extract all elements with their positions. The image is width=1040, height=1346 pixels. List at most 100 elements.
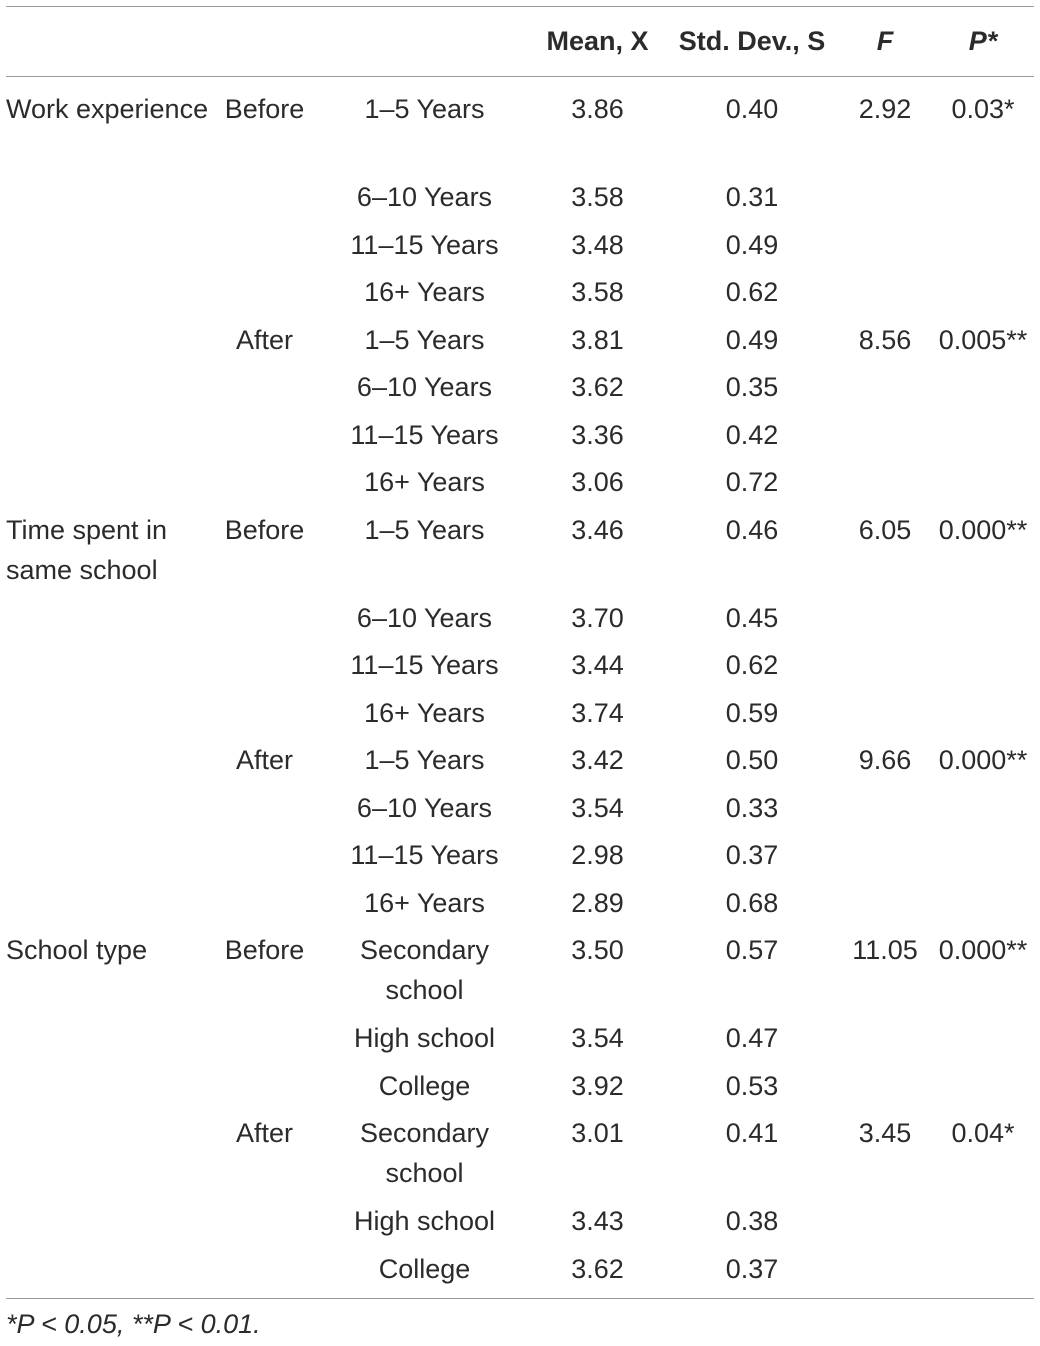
row-group-label [6, 272, 209, 320]
row-p-value: 0.03* [951, 94, 1015, 124]
row-f-value [838, 883, 932, 931]
table-header: Mean, X Std. Dev., S F P* [6, 7, 1034, 75]
row-std-dev: 0.68 [725, 887, 779, 918]
anova-table: Mean, X Std. Dev., S F P* Work experienc… [6, 7, 1034, 1296]
row-mean: 3.44 [571, 650, 624, 680]
row-f-value [838, 1201, 932, 1249]
table-row: 16+ Years 3.74 0.59 [6, 693, 1034, 741]
row-phase-label: After [235, 1118, 294, 1148]
table-row: Work experience Before 1–5 Years 3.86 0.40 2.… [6, 75, 1034, 177]
row-std-dev: 0.40 [725, 94, 779, 124]
row-group-label [6, 788, 209, 836]
row-mean: 3.48 [571, 229, 624, 260]
header-p: P* [968, 25, 998, 56]
row-std-dev: 0.59 [725, 697, 779, 728]
table-row: 6–10 Years 3.58 0.31 [6, 177, 1034, 225]
table-row: College 3.92 0.53 [6, 1066, 1034, 1114]
row-category: Secondary school [359, 935, 490, 1005]
row-std-dev: 0.37 [725, 840, 779, 870]
header-group [6, 7, 209, 75]
row-category: 16+ Years [364, 697, 485, 728]
row-group-label [6, 598, 209, 646]
row-mean: 3.43 [571, 1206, 624, 1236]
row-p-value: 0.000** [938, 935, 1028, 965]
table-row: After Secondary school 3.01 0.41 3.45 0.04* [6, 1113, 1034, 1201]
table-row: High school 3.54 0.47 [6, 1018, 1034, 1066]
table-row: After 1–5 Years 3.81 0.49 8.56 0.005** [6, 320, 1034, 368]
row-f-value: 9.66 [858, 745, 912, 775]
row-group-label [6, 367, 209, 415]
table-footnote: *P < 0.05, **P < 0.01. [6, 1309, 261, 1339]
table-row: 11–15 Years 3.44 0.62 [6, 645, 1034, 693]
row-std-dev: 0.38 [725, 1206, 779, 1236]
table-row: School type Before Secondary school 3.50 0.5… [6, 930, 1034, 1018]
row-phase-label [209, 788, 320, 836]
row-category: 6–10 Years [356, 182, 493, 212]
row-f-value: 3.45 [858, 1118, 912, 1148]
row-mean: 3.46 [571, 514, 624, 545]
row-phase-label [209, 693, 320, 741]
row-std-dev: 0.31 [725, 182, 779, 212]
row-category: 6–10 Years [356, 372, 493, 402]
row-category: 11–15 Years [350, 650, 499, 680]
row-f-value: 8.56 [858, 324, 912, 355]
row-f-value [838, 1018, 932, 1066]
row-p-value [932, 462, 1034, 510]
row-p-value [932, 1018, 1034, 1066]
row-std-dev: 0.45 [725, 602, 779, 633]
row-category: 1–5 Years [364, 324, 485, 355]
row-f-value [838, 1066, 932, 1114]
row-phase-label [209, 1066, 320, 1114]
header-f: F [876, 25, 894, 56]
row-f-value [838, 462, 932, 510]
row-group-label [6, 225, 209, 273]
row-p-value: 0.000** [938, 514, 1028, 545]
row-category: 16+ Years [364, 277, 485, 307]
row-mean: 3.81 [571, 324, 624, 355]
row-group-label [6, 1066, 209, 1114]
row-p-value [932, 1066, 1034, 1114]
row-group-label [6, 740, 209, 788]
row-phase-label [209, 645, 320, 693]
row-phase-label: Before [224, 935, 305, 965]
row-f-value: 11.05 [852, 935, 918, 965]
row-phase-label [209, 272, 320, 320]
header-std-dev: Std. Dev., S [678, 25, 826, 56]
row-category: College [378, 1070, 471, 1101]
row-category: 11–15 Years [350, 229, 499, 260]
row-mean: 3.86 [571, 94, 624, 124]
row-std-dev: 0.37 [725, 1253, 779, 1284]
row-f-value [838, 835, 932, 883]
table-body: Work experience Before 1–5 Years 3.86 0.40 2.… [6, 75, 1034, 1296]
row-mean: 3.50 [571, 935, 624, 965]
row-f-value [838, 598, 932, 646]
row-f-value [838, 693, 932, 741]
row-group-label [6, 462, 209, 510]
row-phase-label [209, 1018, 320, 1066]
row-mean: 3.58 [571, 182, 624, 212]
row-p-value [932, 883, 1034, 931]
row-phase-label [209, 883, 320, 931]
row-category: 1–5 Years [364, 745, 485, 775]
row-p-value [932, 835, 1034, 883]
row-mean: 2.89 [571, 887, 624, 918]
row-p-value [932, 598, 1034, 646]
row-phase-label: After [235, 324, 294, 355]
row-p-value: 0.000** [938, 745, 1028, 775]
row-phase-label [209, 177, 320, 225]
row-category: 11–15 Years [350, 419, 499, 450]
row-phase-label: After [235, 745, 294, 775]
row-f-value [838, 1249, 932, 1297]
row-phase-label [209, 1201, 320, 1249]
header-category [320, 7, 529, 75]
row-std-dev: 0.47 [725, 1023, 779, 1053]
row-mean: 3.62 [571, 372, 624, 402]
table-row: College 3.62 0.37 [6, 1249, 1034, 1297]
row-p-value: 0.04* [951, 1118, 1015, 1148]
table-row: 6–10 Years 3.70 0.45 [6, 598, 1034, 646]
row-std-dev: 0.53 [725, 1070, 779, 1101]
row-group-label [6, 1018, 209, 1066]
table-row: 16+ Years 3.58 0.62 [6, 272, 1034, 320]
row-group-label [6, 1249, 209, 1297]
row-std-dev: 0.49 [725, 324, 779, 355]
